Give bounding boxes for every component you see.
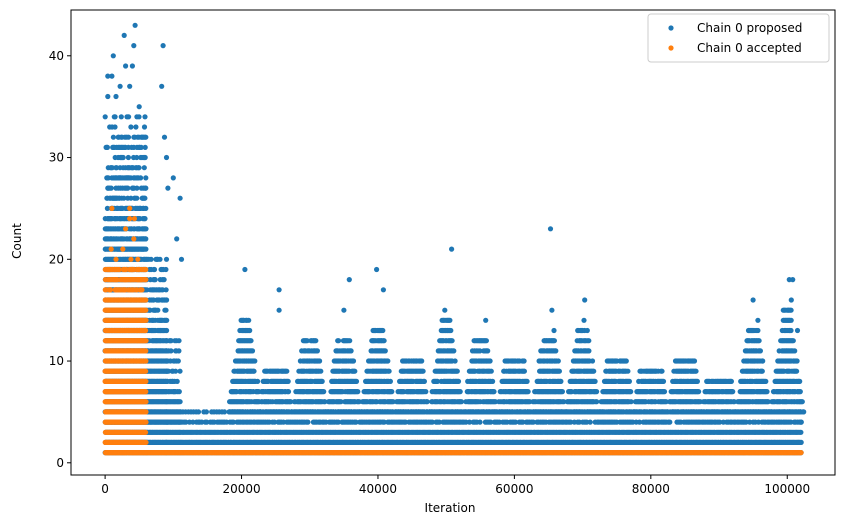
proposed-point: [353, 378, 360, 384]
proposed-point: [128, 124, 134, 130]
proposed-point: [255, 378, 261, 384]
proposed-point: [252, 358, 258, 364]
proposed-point: [125, 134, 132, 140]
proposed-point: [336, 338, 342, 344]
proposed-point: [151, 266, 158, 273]
proposed-point: [134, 185, 140, 191]
proposed-point: [798, 429, 804, 435]
proposed-point: [143, 226, 149, 232]
proposed-point: [284, 368, 290, 374]
proposed-point: [138, 144, 144, 150]
proposed-point: [143, 205, 149, 211]
proposed-point: [249, 348, 256, 354]
proposed-point: [203, 409, 209, 415]
proposed-point: [143, 175, 149, 181]
proposed-point: [317, 358, 323, 364]
proposed-point: [142, 144, 148, 150]
proposed-point: [318, 368, 324, 374]
proposed-point: [176, 348, 182, 354]
proposed-point: [143, 134, 149, 140]
proposed-point: [126, 114, 132, 120]
proposed-point: [128, 195, 134, 201]
proposed-point: [163, 256, 170, 262]
proposed-point: [142, 216, 148, 222]
proposed-point: [176, 338, 182, 344]
proposed-point: [355, 389, 361, 395]
proposed-point: [110, 134, 116, 140]
proposed-point: [142, 195, 148, 201]
proposed-point: [164, 327, 170, 334]
proposed-point: [163, 307, 169, 313]
proposed-point: [105, 175, 111, 181]
proposed-point: [133, 124, 139, 130]
proposed-point: [305, 419, 311, 425]
proposed-point: [138, 175, 144, 181]
proposed-point: [104, 144, 110, 150]
proposed-point: [177, 368, 183, 374]
proposed-point: [251, 368, 257, 374]
proposed-point: [163, 287, 169, 293]
proposed-point: [319, 378, 325, 384]
proposed-point: [164, 317, 170, 323]
proposed-point: [155, 307, 161, 313]
proposed-point: [141, 165, 147, 171]
proposed-point: [174, 378, 180, 384]
proposed-point: [102, 114, 108, 120]
proposed-point: [161, 277, 167, 283]
proposed-point: [321, 389, 327, 395]
proposed-point: [143, 236, 149, 242]
proposed-point: [348, 348, 354, 354]
proposed-point: [143, 246, 149, 252]
proposed-point: [177, 399, 183, 405]
proposed-point: [120, 154, 126, 161]
proposed-point: [163, 266, 169, 273]
proposed-point: [125, 185, 131, 191]
proposed-point: [587, 419, 593, 425]
proposed-point: [247, 327, 253, 334]
proposed-point: [141, 124, 148, 130]
proposed-point: [176, 389, 182, 395]
proposed-point: [142, 114, 148, 120]
proposed-point: [134, 154, 140, 161]
proposed-point: [142, 154, 148, 161]
proposed-point: [136, 114, 142, 120]
proposed-point: [118, 114, 124, 120]
proposed-point: [285, 378, 291, 384]
proposed-point: [246, 317, 252, 323]
proposed-point: [248, 338, 254, 344]
proposed-point: [121, 195, 127, 201]
proposed-point: [168, 348, 174, 354]
proposed-point: [350, 358, 357, 364]
proposed-point: [108, 185, 114, 191]
proposed-point: [134, 195, 140, 201]
proposed-point: [125, 154, 131, 161]
proposed-point: [148, 256, 154, 262]
proposed-point: [477, 419, 483, 425]
proposed-point: [667, 419, 673, 425]
proposed-point: [798, 439, 804, 445]
proposed-point: [314, 348, 320, 354]
proposed-point: [352, 368, 358, 374]
proposed-point: [104, 205, 110, 211]
proposed-point: [157, 256, 163, 262]
proposed-point: [136, 165, 142, 171]
proposed-point: [165, 368, 172, 374]
proposed-point: [143, 185, 149, 191]
proposed-point: [285, 389, 292, 395]
proposed-point: [195, 409, 202, 415]
proposed-point: [109, 165, 115, 171]
proposed-point: [173, 368, 179, 374]
proposed-point: [175, 358, 181, 364]
proposed-point: [152, 277, 158, 283]
proposed-point: [313, 338, 319, 344]
proposed-point: [164, 297, 170, 303]
proposed-point: [112, 114, 118, 120]
proposed-point: [221, 409, 228, 415]
proposed-point: [347, 338, 353, 344]
proposed-point: [112, 124, 118, 130]
